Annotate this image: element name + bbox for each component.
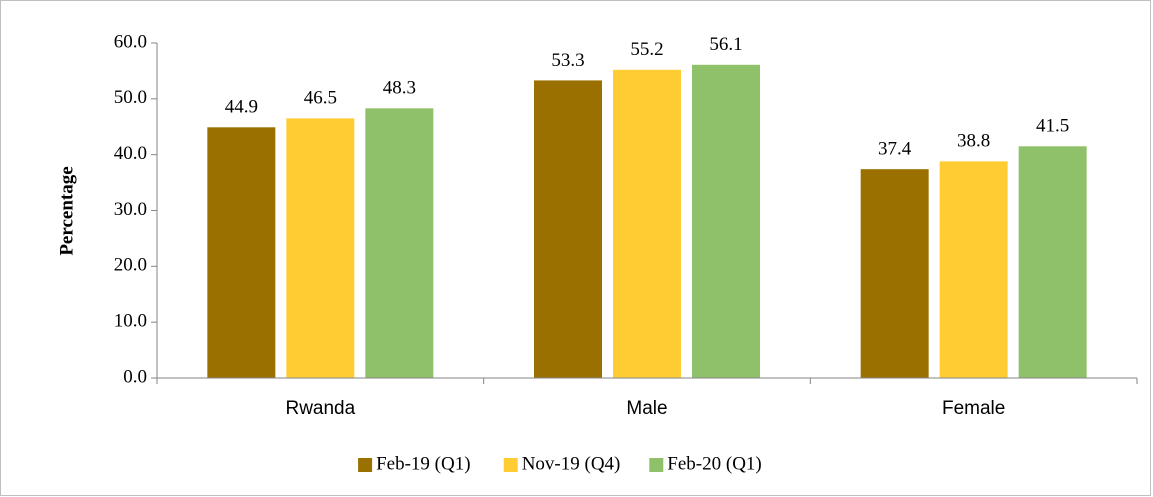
bar — [534, 80, 602, 379]
y-tick-label: 20.0 — [114, 255, 147, 276]
data-label: 48.3 — [383, 78, 416, 99]
bar — [860, 169, 929, 378]
bar — [939, 161, 1008, 378]
y-tick-label: 0.0 — [123, 366, 147, 387]
bar — [286, 118, 355, 378]
bar — [613, 69, 681, 379]
legend-swatch — [358, 458, 373, 472]
y-tick-label: 50.0 — [114, 87, 147, 108]
data-label: 53.3 — [551, 50, 584, 71]
bar — [207, 127, 276, 378]
data-label: 46.5 — [304, 88, 337, 109]
bar — [1018, 146, 1087, 378]
y-tick-label: 30.0 — [114, 199, 147, 220]
data-label: 41.5 — [1036, 116, 1069, 137]
data-label: 44.9 — [225, 97, 258, 118]
data-label: 38.8 — [957, 131, 990, 152]
x-tick-label: Male — [626, 398, 667, 419]
y-axis-label: Percentage — [56, 166, 77, 255]
x-tick-label: Female — [942, 398, 1005, 419]
data-label: 56.1 — [709, 34, 742, 55]
legend-swatch — [649, 458, 664, 472]
x-tick-label: Rwanda — [285, 398, 355, 419]
data-label: 37.4 — [878, 139, 912, 160]
legend-label: Feb-20 (Q1) — [667, 453, 761, 474]
y-tick-label: 40.0 — [114, 143, 147, 164]
bar — [692, 64, 760, 379]
data-label: 55.2 — [630, 39, 663, 60]
y-tick-label: 10.0 — [114, 311, 147, 332]
bar — [365, 108, 434, 378]
legend-label: Feb-19 (Q1) — [376, 453, 470, 474]
legend-label: Nov-19 (Q4) — [522, 453, 621, 474]
legend-swatch — [503, 458, 518, 472]
y-tick-label: 60.0 — [114, 31, 147, 52]
